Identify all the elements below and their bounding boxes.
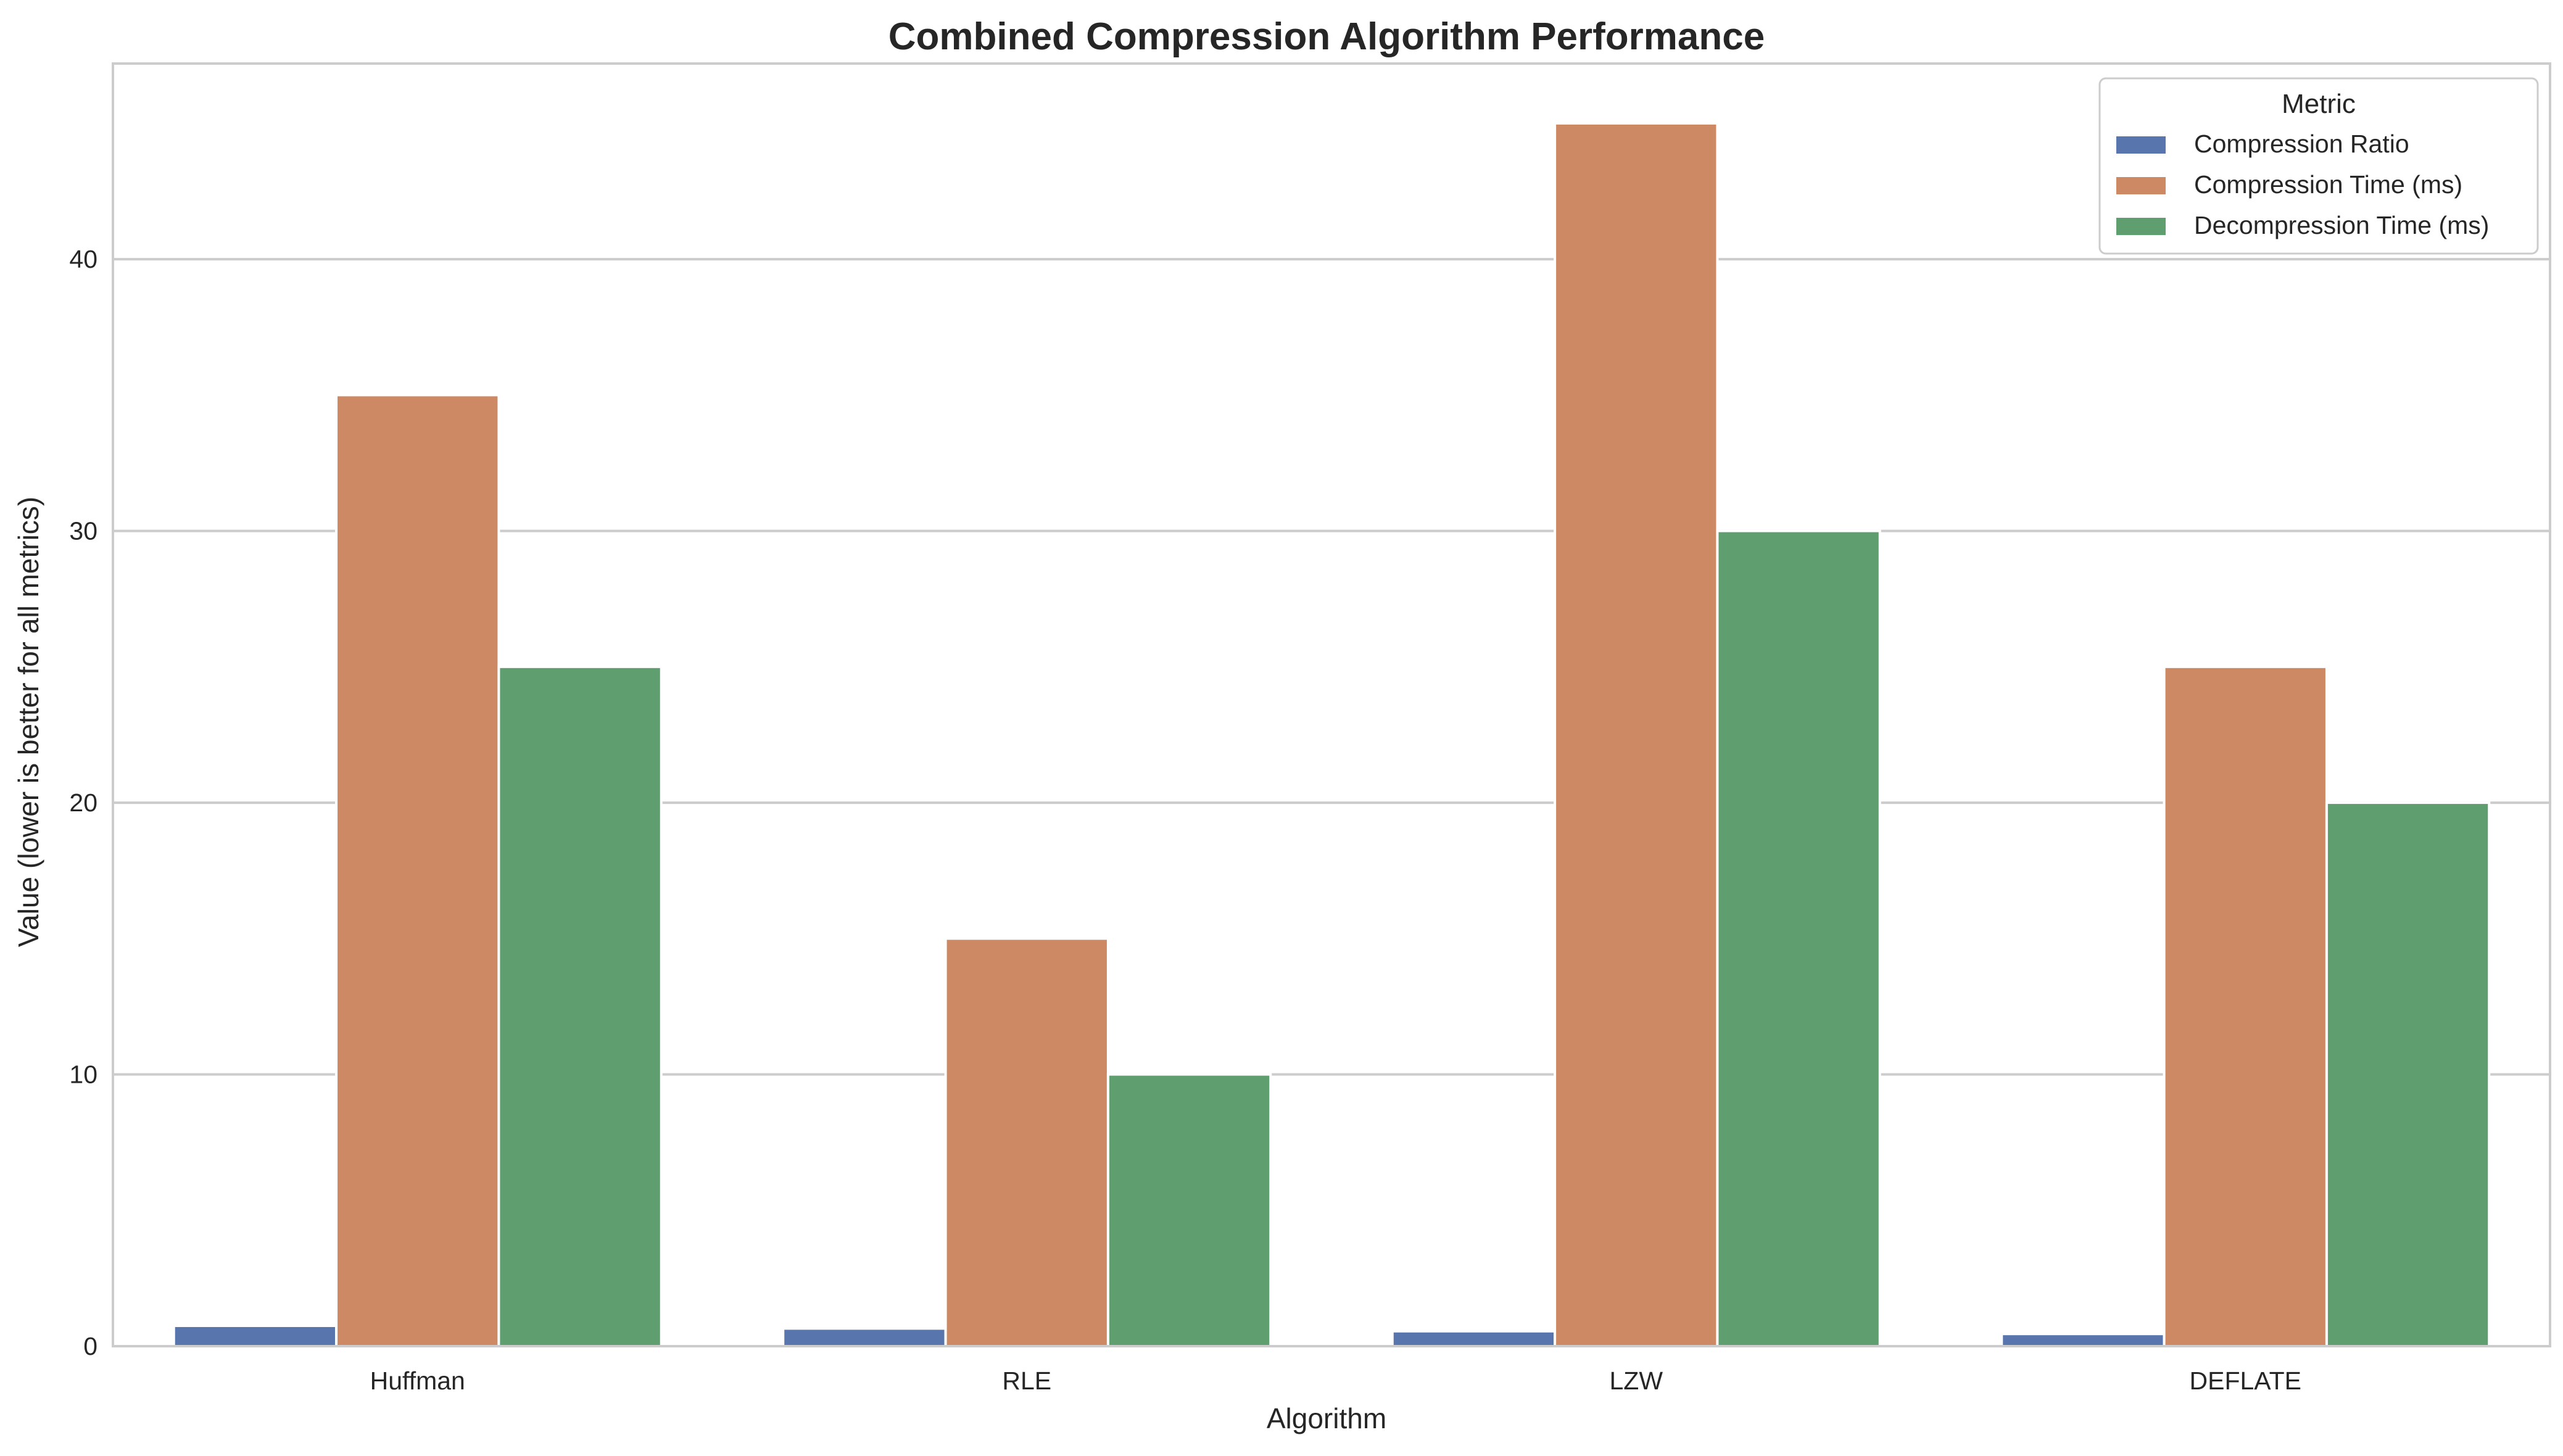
x-tick-label: LZW [1609,1367,1663,1395]
bar-huffman-compression-ratio [172,1324,338,1348]
bar-rle-compression-ratio [782,1327,947,1347]
bar-rle-decompression-time-ms [1106,1073,1272,1348]
legend-title: Metric [2282,89,2356,119]
legend: Metric Compression Ratio Compression Time… [2098,77,2539,255]
legend-label: Compression Time (ms) [2194,170,2462,199]
y-tick-label: 20 [69,788,97,817]
legend-swatch [2116,136,2166,154]
chart-title: Combined Compression Algorithm Performan… [888,15,1765,58]
x-tick-label: Huffman [370,1367,465,1395]
bar-deflate-compression-time-ms [2163,665,2328,1347]
y-tick-label: 30 [69,517,97,545]
y-tick-label: 40 [69,245,97,273]
x-tick-label: RLE [1002,1367,1051,1395]
x-axis-label: Algorithm [1267,1402,1386,1434]
legend-swatch [2116,218,2166,235]
legend-label: Compression Ratio [2194,130,2409,158]
legend-label: Decompression Time (ms) [2194,211,2489,239]
y-tick-label: 0 [83,1332,97,1360]
bar-lzw-decompression-time-ms [1716,529,1881,1347]
x-tick-label: DEFLATE [2190,1367,2302,1395]
bars-layer [172,122,2491,1348]
bar-lzw-compression-ratio [1391,1330,1557,1348]
bar-rle-compression-time-ms [944,937,1109,1348]
ticks-layer: 0 10 20 30 40 Huffman RLE LZW DEFLATE [69,245,2301,1395]
legend-swatch [2116,177,2166,194]
bar-lzw-compression-time-ms [1554,122,1719,1347]
bar-deflate-compression-ratio [2000,1333,2166,1347]
plot-frame [112,62,2551,1347]
bar-huffman-decompression-time-ms [497,665,663,1347]
legend-items: Compression Ratio Compression Time (ms) De… [2116,130,2489,239]
y-tick-label: 10 [69,1061,97,1089]
bar-deflate-decompression-time-ms [2325,801,2491,1347]
bar-huffman-compression-time-ms [335,394,500,1347]
legend-box [2098,77,2539,255]
y-axis-label: Value (lower is better for all metrics) [12,497,44,947]
